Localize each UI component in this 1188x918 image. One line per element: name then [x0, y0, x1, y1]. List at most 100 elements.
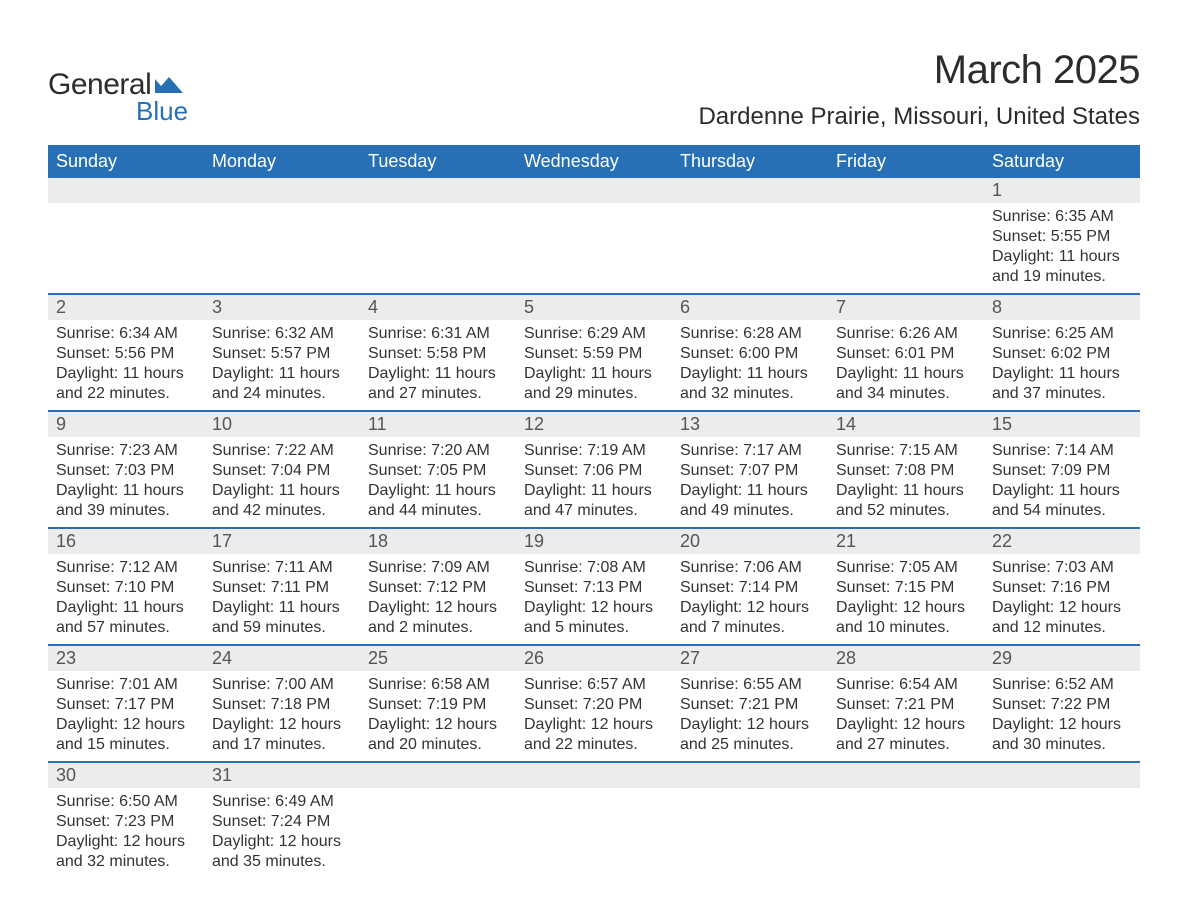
day-details: Sunrise: 6:32 AMSunset: 5:57 PMDaylight:…: [204, 320, 360, 410]
calendar-cell: [828, 763, 984, 878]
day-details: Sunrise: 7:05 AMSunset: 7:15 PMDaylight:…: [828, 554, 984, 644]
day-detail-line: Sunrise: 7:22 AM: [212, 441, 352, 461]
day-detail-line: Sunrise: 6:52 AM: [992, 675, 1132, 695]
calendar-cell: 16Sunrise: 7:12 AMSunset: 7:10 PMDayligh…: [48, 529, 204, 644]
calendar-cell: 23Sunrise: 7:01 AMSunset: 7:17 PMDayligh…: [48, 646, 204, 761]
calendar-cell: 28Sunrise: 6:54 AMSunset: 7:21 PMDayligh…: [828, 646, 984, 761]
day-details: [360, 788, 516, 798]
day-details: Sunrise: 6:31 AMSunset: 5:58 PMDaylight:…: [360, 320, 516, 410]
day-detail-line: and 52 minutes.: [836, 501, 976, 521]
day-detail-line: Sunset: 5:58 PM: [368, 344, 508, 364]
day-detail-line: Daylight: 11 hours: [524, 481, 664, 501]
day-number: 11: [360, 412, 516, 437]
calendar-body: 1Sunrise: 6:35 AMSunset: 5:55 PMDaylight…: [48, 178, 1140, 878]
day-details: [516, 788, 672, 798]
day-details: Sunrise: 6:25 AMSunset: 6:02 PMDaylight:…: [984, 320, 1140, 410]
calendar-row: 16Sunrise: 7:12 AMSunset: 7:10 PMDayligh…: [48, 529, 1140, 646]
logo-text-blue: Blue: [136, 96, 188, 127]
calendar-header-row: Sunday Monday Tuesday Wednesday Thursday…: [48, 145, 1140, 178]
day-number: [360, 763, 516, 788]
day-detail-line: and 12 minutes.: [992, 618, 1132, 638]
day-detail-line: and 42 minutes.: [212, 501, 352, 521]
calendar-cell: 3Sunrise: 6:32 AMSunset: 5:57 PMDaylight…: [204, 295, 360, 410]
day-detail-line: and 49 minutes.: [680, 501, 820, 521]
calendar-cell: 4Sunrise: 6:31 AMSunset: 5:58 PMDaylight…: [360, 295, 516, 410]
calendar-cell: 25Sunrise: 6:58 AMSunset: 7:19 PMDayligh…: [360, 646, 516, 761]
day-details: [48, 203, 204, 273]
day-detail-line: Daylight: 11 hours: [368, 364, 508, 384]
day-detail-line: Sunrise: 6:49 AM: [212, 792, 352, 812]
day-detail-line: Sunrise: 6:26 AM: [836, 324, 976, 344]
calendar-cell: 7Sunrise: 6:26 AMSunset: 6:01 PMDaylight…: [828, 295, 984, 410]
day-details: Sunrise: 6:54 AMSunset: 7:21 PMDaylight:…: [828, 671, 984, 761]
day-number: [672, 178, 828, 203]
day-detail-line: and 22 minutes.: [56, 384, 196, 404]
day-details: Sunrise: 7:00 AMSunset: 7:18 PMDaylight:…: [204, 671, 360, 761]
day-detail-line: Daylight: 11 hours: [836, 364, 976, 384]
day-detail-line: Daylight: 11 hours: [992, 364, 1132, 384]
day-detail-line: and 44 minutes.: [368, 501, 508, 521]
page-subtitle: Dardenne Prairie, Missouri, United State…: [698, 103, 1140, 131]
day-details: Sunrise: 6:55 AMSunset: 7:21 PMDaylight:…: [672, 671, 828, 761]
day-details: Sunrise: 6:34 AMSunset: 5:56 PMDaylight:…: [48, 320, 204, 410]
day-detail-line: Sunrise: 6:58 AM: [368, 675, 508, 695]
day-detail-line: and 57 minutes.: [56, 618, 196, 638]
day-detail-line: Daylight: 11 hours: [212, 598, 352, 618]
day-detail-line: Sunrise: 7:01 AM: [56, 675, 196, 695]
day-detail-line: Sunrise: 6:50 AM: [56, 792, 196, 812]
page-title: March 2025: [698, 48, 1140, 93]
day-details: Sunrise: 7:11 AMSunset: 7:11 PMDaylight:…: [204, 554, 360, 644]
day-detail-line: Sunset: 7:14 PM: [680, 578, 820, 598]
day-details: Sunrise: 7:19 AMSunset: 7:06 PMDaylight:…: [516, 437, 672, 527]
calendar-cell: [672, 178, 828, 293]
day-detail-line: Sunset: 7:04 PM: [212, 461, 352, 481]
day-detail-line: Daylight: 12 hours: [524, 598, 664, 618]
calendar-cell: 15Sunrise: 7:14 AMSunset: 7:09 PMDayligh…: [984, 412, 1140, 527]
calendar-cell: 8Sunrise: 6:25 AMSunset: 6:02 PMDaylight…: [984, 295, 1140, 410]
day-detail-line: Sunset: 7:08 PM: [836, 461, 976, 481]
column-header: Tuesday: [360, 145, 516, 178]
day-number: 20: [672, 529, 828, 554]
calendar-cell: 2Sunrise: 6:34 AMSunset: 5:56 PMDaylight…: [48, 295, 204, 410]
calendar-cell: 29Sunrise: 6:52 AMSunset: 7:22 PMDayligh…: [984, 646, 1140, 761]
day-detail-line: Sunset: 6:01 PM: [836, 344, 976, 364]
day-detail-line: Sunset: 7:23 PM: [56, 812, 196, 832]
calendar-cell: 6Sunrise: 6:28 AMSunset: 6:00 PMDaylight…: [672, 295, 828, 410]
day-detail-line: and 10 minutes.: [836, 618, 976, 638]
day-number: 19: [516, 529, 672, 554]
day-details: [516, 203, 672, 273]
day-number: 10: [204, 412, 360, 437]
day-detail-line: Sunrise: 7:19 AM: [524, 441, 664, 461]
column-header: Friday: [828, 145, 984, 178]
day-number: 27: [672, 646, 828, 671]
day-details: Sunrise: 7:20 AMSunset: 7:05 PMDaylight:…: [360, 437, 516, 527]
day-detail-line: and 37 minutes.: [992, 384, 1132, 404]
calendar-cell: [360, 763, 516, 878]
day-detail-line: Daylight: 12 hours: [368, 598, 508, 618]
day-detail-line: Sunset: 7:12 PM: [368, 578, 508, 598]
day-detail-line: Sunrise: 6:35 AM: [992, 207, 1132, 227]
day-detail-line: Sunset: 7:10 PM: [56, 578, 196, 598]
day-detail-line: and 19 minutes.: [992, 267, 1132, 287]
day-details: [360, 203, 516, 273]
day-detail-line: Daylight: 12 hours: [212, 715, 352, 735]
day-detail-line: Sunrise: 7:12 AM: [56, 558, 196, 578]
calendar-cell: 31Sunrise: 6:49 AMSunset: 7:24 PMDayligh…: [204, 763, 360, 878]
day-number: 12: [516, 412, 672, 437]
day-detail-line: Daylight: 12 hours: [368, 715, 508, 735]
day-details: Sunrise: 6:49 AMSunset: 7:24 PMDaylight:…: [204, 788, 360, 878]
calendar-cell: 11Sunrise: 7:20 AMSunset: 7:05 PMDayligh…: [360, 412, 516, 527]
day-detail-line: Sunset: 7:24 PM: [212, 812, 352, 832]
day-detail-line: Sunrise: 7:05 AM: [836, 558, 976, 578]
calendar-cell: 30Sunrise: 6:50 AMSunset: 7:23 PMDayligh…: [48, 763, 204, 878]
day-detail-line: Sunset: 5:55 PM: [992, 227, 1132, 247]
day-detail-line: Sunrise: 7:15 AM: [836, 441, 976, 461]
column-header: Monday: [204, 145, 360, 178]
day-detail-line: Sunset: 6:00 PM: [680, 344, 820, 364]
day-detail-line: Daylight: 11 hours: [212, 481, 352, 501]
day-detail-line: and 35 minutes.: [212, 852, 352, 872]
day-detail-line: and 25 minutes.: [680, 735, 820, 755]
day-number: 18: [360, 529, 516, 554]
day-detail-line: Sunrise: 7:20 AM: [368, 441, 508, 461]
day-detail-line: Daylight: 12 hours: [992, 598, 1132, 618]
